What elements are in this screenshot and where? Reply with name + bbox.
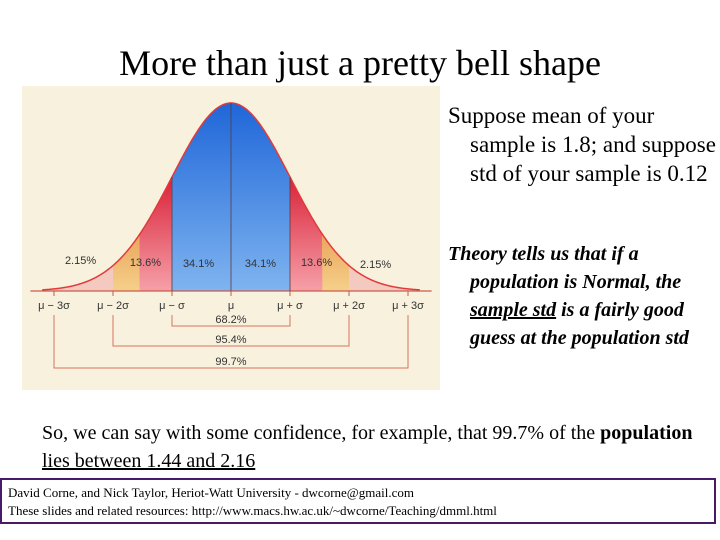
bell-curve-svg: 2.15% 13.6% 34.1% 34.1% 13.6% 2.15% μ − 3σ μ − … bbox=[30, 102, 432, 369]
slide-title: More than just a pretty bell shape bbox=[119, 43, 601, 83]
range-percent-label: 99.7% bbox=[215, 356, 246, 368]
axis-label: μ − 2σ bbox=[97, 300, 129, 312]
range-bracket bbox=[53, 315, 409, 369]
right-one-sigma-region bbox=[290, 176, 323, 291]
range-percent-label: 68.2% bbox=[215, 314, 246, 326]
axis-label: μ + 2σ bbox=[333, 300, 365, 312]
region-percent-label: 13.6% bbox=[301, 257, 332, 269]
mean-std-paragraph: Suppose mean of your sample is 1.8; and … bbox=[448, 101, 716, 188]
right-tail-region bbox=[349, 265, 420, 291]
population-text: population bbox=[600, 422, 693, 444]
range-text: lies between 1.44 and 2.16 bbox=[42, 450, 256, 472]
left-one-sigma-region bbox=[139, 178, 172, 291]
normal-distribution-figure: 2.15% 13.6% 34.1% 34.1% 13.6% 2.15% μ − 3σ μ − … bbox=[22, 86, 440, 390]
region-percent-label: 2.15% bbox=[65, 255, 96, 267]
axis-label: μ − σ bbox=[159, 300, 185, 312]
confidence-text-1: So, we can say with some confidence, for… bbox=[42, 422, 601, 444]
mean-std-text: Suppose mean of your sample is 1.8; and … bbox=[448, 103, 716, 186]
theory-text-2: is a fairly good guess at the population… bbox=[470, 299, 689, 349]
region-percent-label: 13.6% bbox=[130, 257, 161, 269]
axis-label: μ + 3σ bbox=[392, 300, 424, 312]
left-tail-region bbox=[42, 265, 114, 291]
footer-resources-link[interactable]: These slides and related resources: http… bbox=[8, 503, 497, 518]
theory-text-1: Theory tells us that if a population is … bbox=[448, 243, 682, 293]
range-percent-label: 95.4% bbox=[215, 334, 246, 346]
region-percent-label: 34.1% bbox=[183, 258, 214, 270]
confidence-paragraph: So, we can say with some confidence, for… bbox=[42, 419, 702, 475]
range-bracket bbox=[171, 315, 291, 327]
footer: David Corne, and Nick Taylor, Heriot-Wat… bbox=[0, 478, 716, 524]
region-percent-label: 34.1% bbox=[245, 258, 276, 270]
axis-label: μ + σ bbox=[277, 300, 303, 312]
sample-std-text: sample std bbox=[470, 299, 557, 321]
range-bracket bbox=[112, 315, 350, 347]
footer-authors: David Corne, and Nick Taylor, Heriot-Wat… bbox=[8, 485, 415, 500]
axis-label: μ − 3σ bbox=[38, 300, 70, 312]
axis-label: μ bbox=[228, 300, 234, 312]
theory-paragraph: Theory tells us that if a population is … bbox=[448, 240, 716, 352]
region-percent-label: 2.15% bbox=[360, 259, 391, 271]
